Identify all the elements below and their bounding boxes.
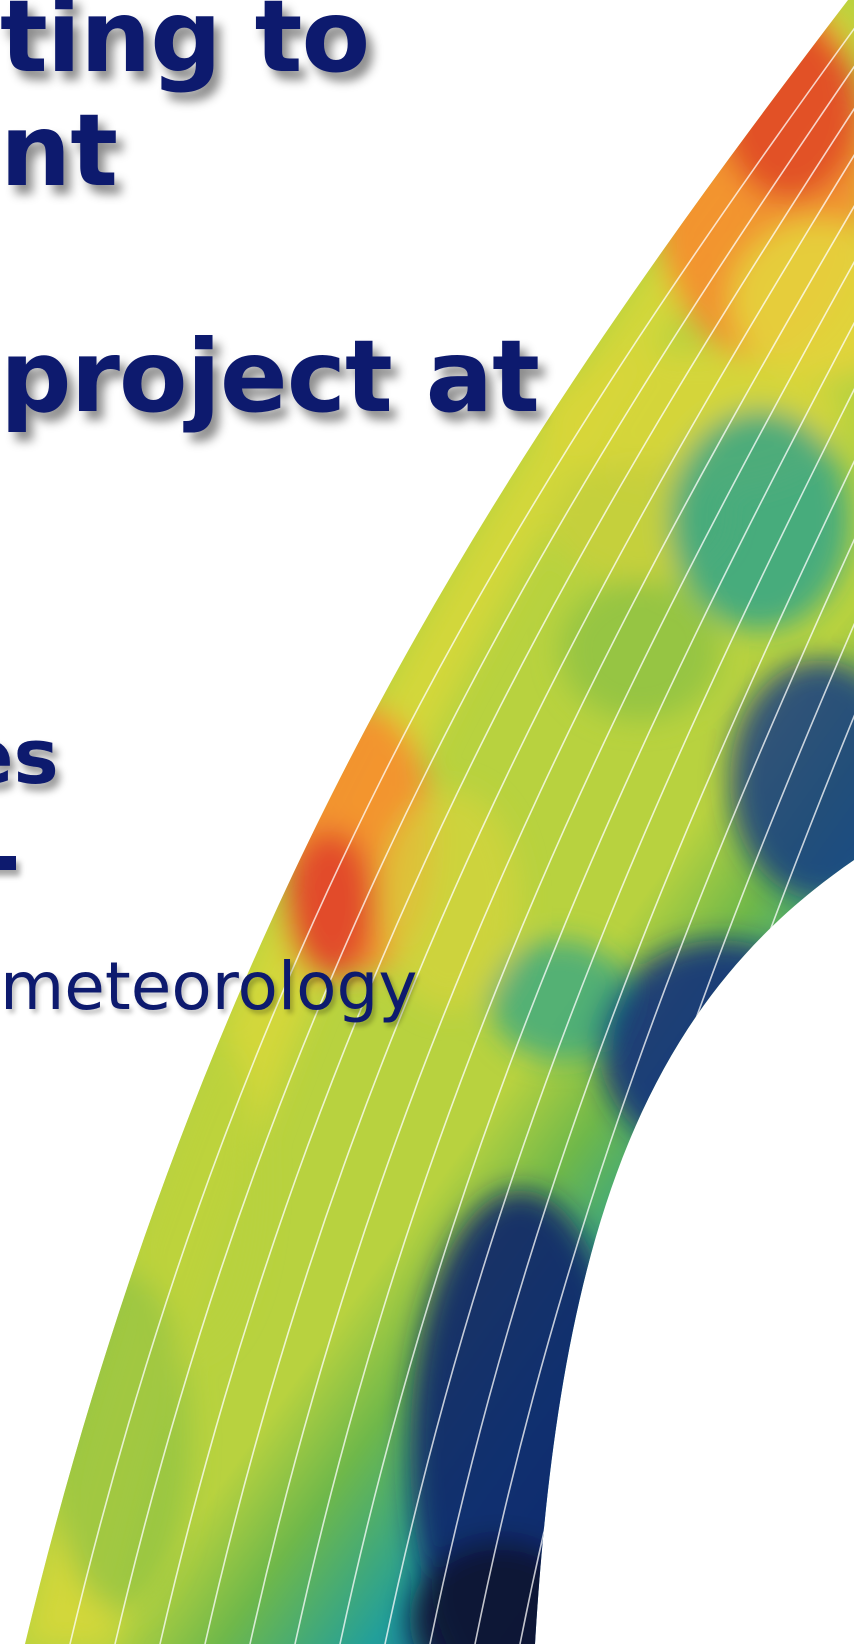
heading-line-2: nt [0, 92, 118, 209]
bullet-dash-icon [0, 856, 16, 870]
contour-lines [69, 0, 854, 1644]
subheading: es [0, 712, 59, 801]
heading-line-1: ting to [0, 0, 370, 95]
heading-line-3: project at [0, 318, 540, 435]
body-text: meteorology [0, 948, 418, 1025]
